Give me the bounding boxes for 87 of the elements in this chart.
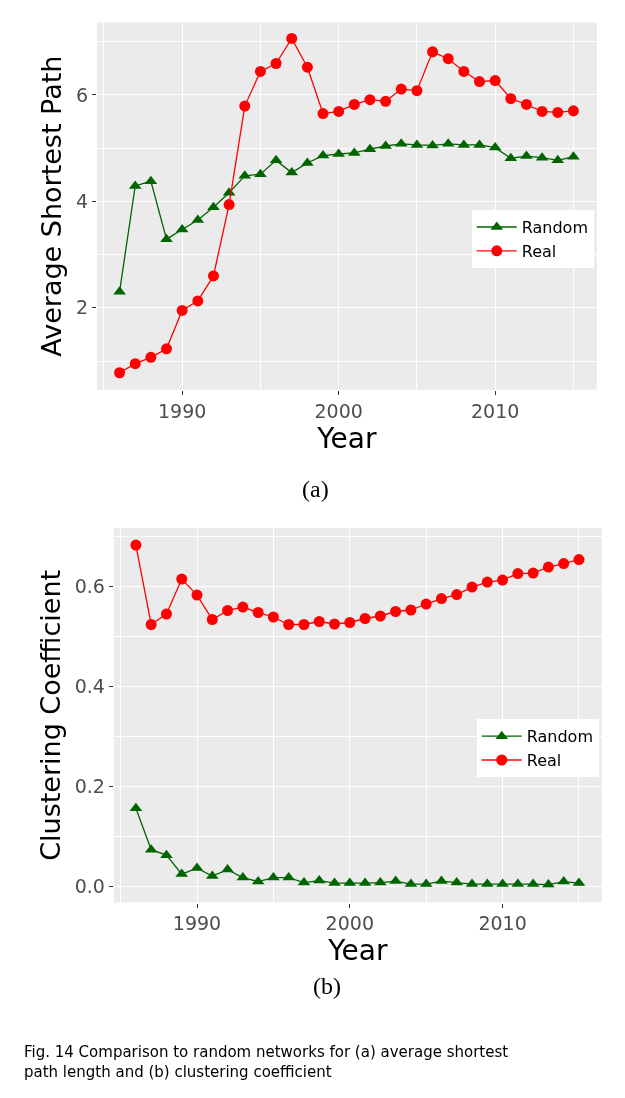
point bbox=[130, 539, 142, 551]
y-tick-label: 0.0 bbox=[74, 874, 105, 897]
point bbox=[458, 65, 470, 77]
point bbox=[348, 98, 360, 110]
point bbox=[527, 567, 539, 579]
point bbox=[160, 608, 172, 620]
point bbox=[466, 581, 478, 593]
point bbox=[254, 65, 266, 77]
point bbox=[145, 618, 157, 630]
point bbox=[329, 618, 341, 630]
y-tick-label: 4 bbox=[75, 190, 89, 213]
point bbox=[129, 358, 141, 370]
point bbox=[481, 576, 493, 588]
point bbox=[374, 610, 386, 622]
point bbox=[267, 611, 279, 623]
point bbox=[536, 105, 548, 117]
point bbox=[176, 573, 188, 585]
y-tick-label: 0.6 bbox=[74, 575, 105, 598]
point bbox=[206, 614, 218, 625]
point bbox=[390, 606, 402, 617]
point bbox=[558, 558, 570, 570]
point bbox=[192, 295, 204, 307]
point bbox=[269, 154, 283, 164]
caption: Fig. 14 Comparison to random networks for (a) average shortest path length and (b) clustering coefficient bbox=[24, 1043, 509, 1081]
y-axis-title: Average Shortest Path bbox=[36, 55, 68, 357]
point bbox=[474, 76, 486, 88]
point bbox=[239, 100, 251, 112]
point bbox=[411, 85, 423, 97]
y-axis-title: Clustering Coefficient bbox=[34, 569, 66, 861]
point bbox=[207, 270, 219, 282]
point bbox=[114, 367, 126, 379]
x-axis-title: Year bbox=[316, 421, 377, 455]
point bbox=[567, 105, 579, 117]
legend-label: Real bbox=[521, 242, 557, 262]
point bbox=[380, 95, 392, 107]
point bbox=[505, 93, 517, 105]
point bbox=[145, 351, 157, 363]
point bbox=[344, 616, 356, 628]
point bbox=[497, 574, 509, 586]
point bbox=[552, 106, 564, 118]
text: (b) bbox=[313, 973, 341, 999]
point bbox=[435, 593, 447, 605]
point bbox=[405, 604, 417, 616]
x-tick-label: 2010 bbox=[478, 912, 527, 935]
point bbox=[359, 613, 371, 624]
point bbox=[222, 605, 234, 616]
point bbox=[364, 94, 376, 106]
point bbox=[270, 58, 282, 69]
point bbox=[520, 98, 532, 110]
point bbox=[542, 561, 554, 573]
point bbox=[426, 139, 439, 149]
legend-label: Random bbox=[521, 218, 588, 238]
point bbox=[333, 105, 345, 117]
x-tick-label: 1990 bbox=[172, 912, 222, 935]
y-tick-label: 2 bbox=[75, 296, 89, 319]
point bbox=[286, 32, 298, 44]
point bbox=[298, 618, 310, 630]
x-tick-label: 2010 bbox=[470, 399, 520, 422]
point bbox=[223, 199, 235, 211]
point bbox=[191, 589, 203, 601]
point bbox=[317, 108, 329, 120]
point bbox=[420, 598, 432, 610]
point bbox=[237, 601, 249, 613]
y-tick-label: 0.2 bbox=[74, 774, 105, 797]
point bbox=[176, 304, 188, 316]
point bbox=[395, 83, 407, 95]
y-tick-label: 0.4 bbox=[74, 675, 105, 698]
point bbox=[451, 589, 463, 601]
legend-label: Real bbox=[526, 751, 562, 771]
y-tick-label: 6 bbox=[75, 83, 89, 106]
point bbox=[442, 53, 454, 65]
point bbox=[427, 46, 439, 58]
point bbox=[489, 75, 501, 87]
point bbox=[551, 154, 565, 164]
legend-label: Random bbox=[526, 727, 593, 747]
point bbox=[512, 568, 524, 580]
x-axis-title: Year bbox=[327, 934, 388, 968]
point bbox=[301, 61, 313, 73]
x-tick-label: 2000 bbox=[325, 912, 374, 935]
point bbox=[283, 618, 295, 630]
point bbox=[161, 343, 173, 355]
point bbox=[313, 615, 325, 627]
point bbox=[252, 607, 264, 618]
point bbox=[573, 554, 585, 566]
x-tick-label: 1990 bbox=[157, 399, 207, 422]
x-tick-label: 2000 bbox=[314, 399, 363, 422]
text: (a) bbox=[302, 476, 329, 502]
